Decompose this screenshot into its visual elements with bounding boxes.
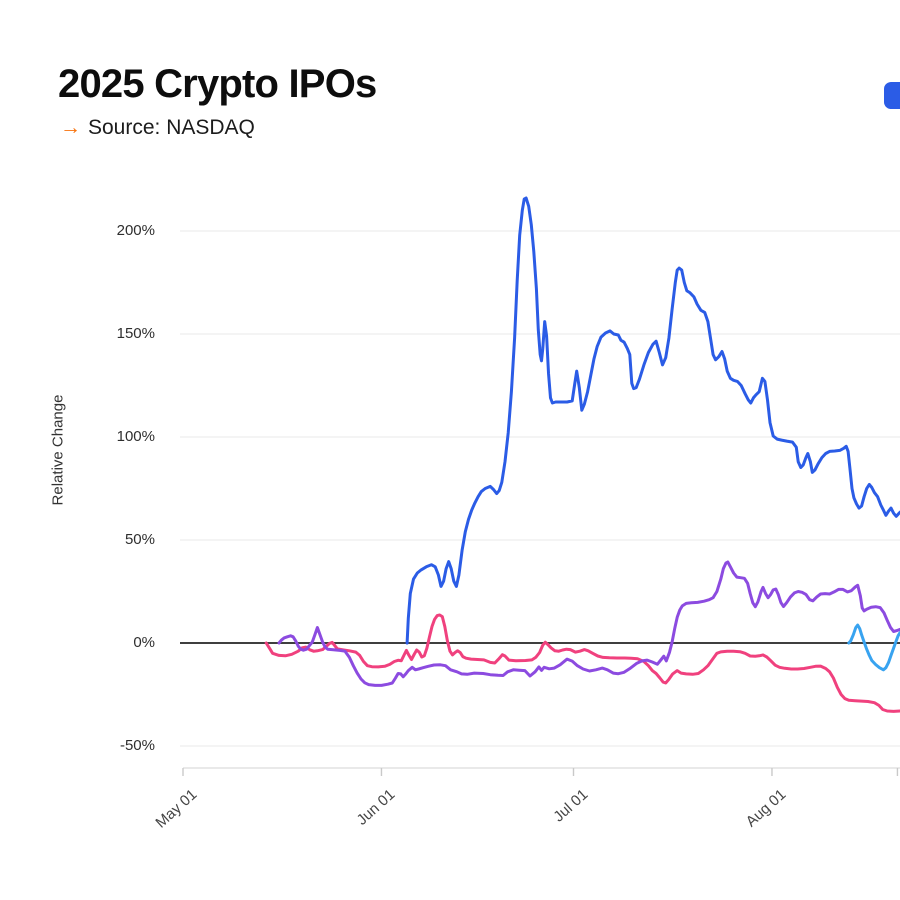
y-tick-label: 0% — [133, 634, 155, 651]
y-tick-label: 50% — [124, 531, 155, 548]
source-text: Source: NASDAQ — [88, 116, 255, 139]
purple-line[interactable] — [277, 560, 900, 687]
legend-swatch[interactable] — [884, 82, 900, 109]
blue-line[interactable] — [405, 196, 900, 645]
arrow-icon: → — [60, 116, 81, 139]
y-tick-label: 150% — [116, 325, 155, 342]
light-blue-line[interactable] — [847, 623, 900, 672]
source-line: → Source: NASDAQ — [60, 116, 255, 140]
page-title: 2025 Crypto IPOs — [58, 62, 377, 106]
y-tick-label: -50% — [119, 737, 155, 754]
y-tick-label: 200% — [116, 222, 155, 239]
y-tick-label: 100% — [116, 428, 155, 445]
pink-line[interactable] — [264, 613, 900, 713]
